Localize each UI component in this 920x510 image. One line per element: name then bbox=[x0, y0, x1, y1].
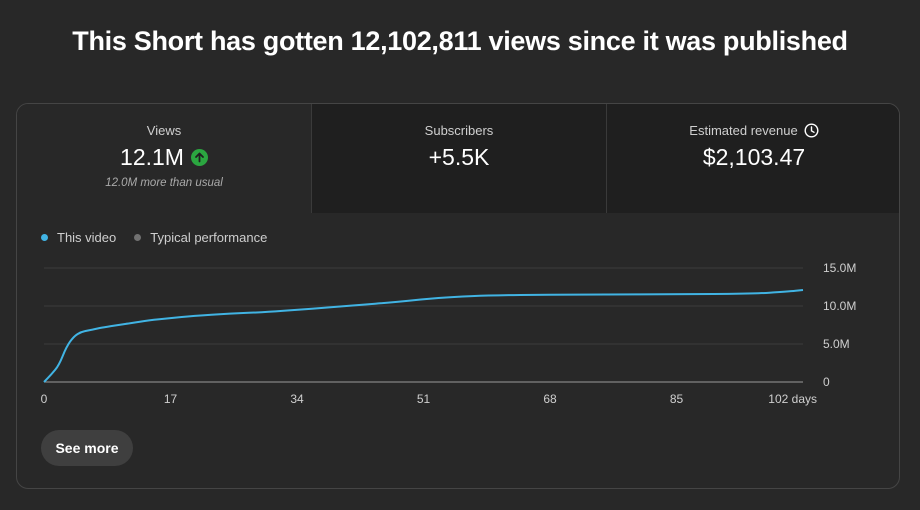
legend-label: This video bbox=[57, 230, 117, 245]
y-tick-label: 10.0M bbox=[823, 299, 856, 313]
clock-icon[interactable] bbox=[804, 122, 819, 138]
metric-tab-revenue[interactable]: Estimated revenue $2,103.47 bbox=[606, 104, 899, 213]
x-tick-label: 68 bbox=[543, 392, 557, 406]
x-tick-label: 102 days bbox=[768, 392, 817, 406]
y-tick-label: 15.0M bbox=[823, 261, 856, 275]
x-tick-label: 51 bbox=[417, 392, 431, 406]
legend-dot bbox=[134, 234, 142, 241]
y-tick-label: 5.0M bbox=[823, 337, 850, 351]
trending-up-icon bbox=[190, 149, 208, 166]
page-headline: This Short has gotten 12,102,811 views s… bbox=[72, 26, 848, 56]
y-tick-label: 0 bbox=[823, 375, 830, 389]
series-line-this-video bbox=[43, 289, 804, 383]
metric-value: +5.5K bbox=[428, 144, 490, 170]
x-tick-label: 34 bbox=[290, 392, 304, 406]
metric-label: Subscribers bbox=[424, 122, 494, 138]
legend-item-this-video[interactable]: This video bbox=[41, 230, 116, 245]
legend-item-typical-performance[interactable]: Typical performance bbox=[134, 230, 267, 245]
metric-comparison-note: 12.0M more than usual bbox=[105, 177, 223, 189]
views-chart: 0 5.0M 10.0M 15.0M 0 17 34 51 68 85 102 days bbox=[41, 261, 857, 406]
metric-tab-views[interactable]: Views 12.1M 12.0M more than usual bbox=[17, 104, 311, 213]
legend-label: Typical performance bbox=[150, 230, 268, 245]
metric-label: Estimated revenue bbox=[689, 122, 798, 138]
metric-tab-subscribers[interactable]: Subscribers +5.5K bbox=[311, 104, 606, 213]
metric-value: 12.1M bbox=[120, 144, 184, 170]
legend-dot bbox=[41, 234, 48, 241]
x-tick-label: 85 bbox=[670, 392, 684, 406]
see-more-button[interactable]: See more bbox=[41, 430, 133, 466]
metric-label: Views bbox=[146, 122, 182, 138]
x-tick-label: 17 bbox=[164, 392, 178, 406]
x-tick-label: 0 bbox=[41, 392, 48, 406]
analytics-card: 0 5.0M 10.0M 15.0M 0 17 34 51 68 85 102 days Views… bbox=[16, 103, 900, 489]
chart-legend: This video Typical performance bbox=[41, 230, 285, 245]
metric-value: $2,103.47 bbox=[702, 144, 806, 170]
metric-tabs: Views 12.1M 12.0M more than usual Subscr… bbox=[17, 104, 899, 213]
